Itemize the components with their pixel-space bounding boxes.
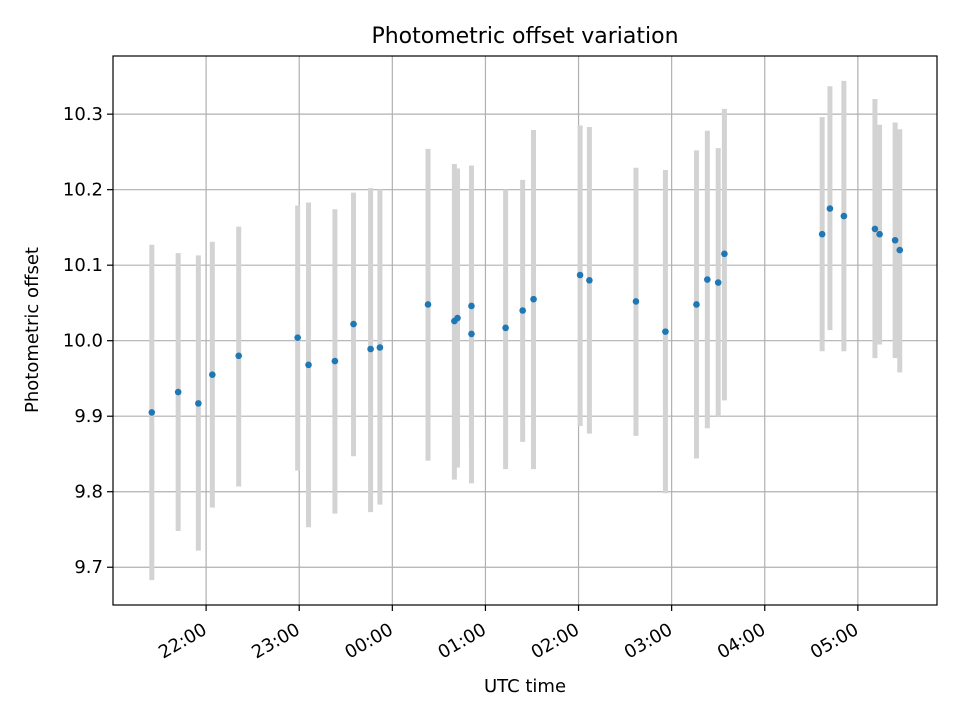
data-point bbox=[693, 301, 700, 308]
data-point bbox=[294, 334, 301, 341]
y-tick-label: 10.0 bbox=[63, 331, 103, 352]
data-point bbox=[876, 230, 883, 238]
data-point bbox=[721, 250, 728, 258]
data-point bbox=[305, 361, 312, 369]
chart-title: Photometric offset variation bbox=[371, 24, 678, 49]
data-point bbox=[840, 212, 848, 220]
data-point bbox=[235, 352, 242, 360]
y-tick-label: 9.8 bbox=[74, 482, 103, 503]
data-point bbox=[174, 388, 182, 396]
data-point bbox=[662, 328, 669, 335]
data-point bbox=[896, 246, 904, 254]
data-point bbox=[891, 236, 899, 244]
data-point bbox=[454, 314, 461, 322]
y-tick-label: 9.7 bbox=[74, 557, 103, 578]
point-layer bbox=[148, 205, 904, 416]
data-point bbox=[376, 344, 384, 351]
x-axis-label: UTC time bbox=[484, 676, 566, 697]
data-point bbox=[704, 276, 711, 283]
data-point bbox=[209, 371, 216, 378]
data-point bbox=[331, 357, 339, 365]
y-tick-label: 10.2 bbox=[63, 180, 103, 201]
data-point bbox=[519, 307, 526, 314]
data-point bbox=[871, 225, 879, 233]
y-tick-label: 10.1 bbox=[63, 255, 103, 276]
data-point bbox=[502, 324, 509, 332]
data-point bbox=[468, 330, 475, 338]
data-point bbox=[468, 302, 475, 310]
data-point bbox=[714, 279, 722, 286]
data-point bbox=[350, 320, 357, 328]
y-tick-label: 9.9 bbox=[74, 406, 103, 427]
data-point bbox=[367, 345, 374, 353]
data-point bbox=[530, 295, 537, 303]
y-axis-label: Photometric offset bbox=[22, 247, 43, 413]
data-point bbox=[632, 298, 640, 305]
data-point bbox=[576, 271, 584, 279]
data-point bbox=[148, 409, 156, 416]
data-point bbox=[826, 205, 834, 212]
data-point bbox=[818, 230, 826, 238]
y-tick-label: 10.3 bbox=[63, 104, 103, 125]
data-point bbox=[424, 301, 432, 308]
plot-frame bbox=[112, 55, 938, 606]
data-point bbox=[586, 276, 593, 284]
data-point bbox=[195, 400, 202, 407]
